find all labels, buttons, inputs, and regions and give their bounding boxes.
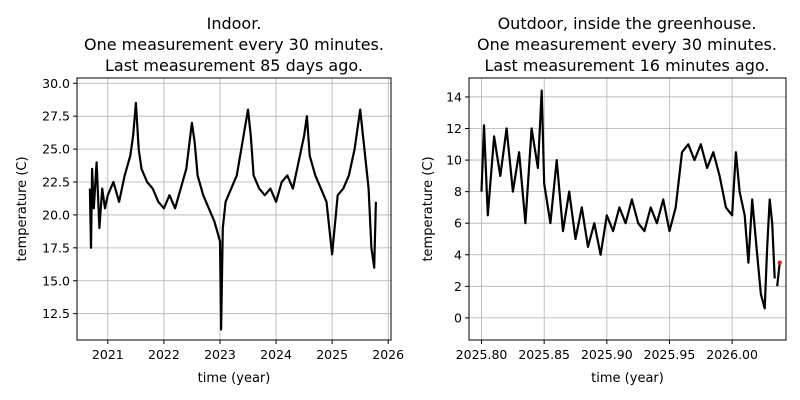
y-tick-label: 27.5 [42, 109, 70, 124]
y-tick-label: 14 [446, 89, 462, 104]
x-tick-label: 2026 [372, 347, 404, 362]
y-tick-label: 30.0 [42, 76, 70, 91]
x-axis-label: time (year) [591, 371, 664, 386]
x-tick-label: 2024 [260, 347, 292, 362]
y-tick-label: 15.0 [42, 273, 70, 288]
x-tick-label: 2025.90 [581, 347, 633, 362]
y-tick-label: 2 [454, 279, 462, 294]
x-tick-label: 2025.85 [518, 347, 570, 362]
y-tick-label: 25.0 [42, 142, 70, 157]
y-axis-label: temperature (C) [15, 156, 30, 261]
y-tick-label: 12.5 [42, 306, 70, 321]
chart-title-line: Last measurement 16 minutes ago. [485, 56, 770, 75]
x-tick-label: 2023 [204, 347, 236, 362]
x-axis-label: time (year) [198, 371, 271, 386]
series-line [88, 101, 377, 331]
x-tick-label: 2021 [92, 347, 124, 362]
y-tick-label: 4 [454, 247, 462, 262]
chart-title-line: Outdoor, inside the greenhouse. [498, 14, 757, 33]
chart-outdoor-greenhouse: Outdoor, inside the greenhouse. One measu… [421, 14, 787, 386]
chart-title-line: Indoor. [207, 14, 262, 33]
y-tick-label: 17.5 [42, 240, 70, 255]
chart-indoor: Indoor. One measurement every 30 minutes.… [15, 14, 404, 386]
last-measurement-point [777, 260, 782, 265]
series-line [776, 262, 781, 287]
y-tick-label: 8 [454, 184, 462, 199]
y-tick-label: 12 [446, 121, 462, 136]
y-tick-label: 0 [454, 310, 462, 325]
y-axis-label: temperature (C) [421, 156, 436, 261]
y-tick-label: 20.0 [42, 207, 70, 222]
x-tick-label: 2025 [316, 347, 348, 362]
chart-title-line: Last measurement 85 days ago. [105, 56, 363, 75]
x-tick-label: 2026.00 [706, 347, 758, 362]
x-tick-label: 2022 [148, 347, 180, 362]
x-tick-label: 2025.80 [456, 347, 508, 362]
plot-area [469, 78, 786, 340]
chart-title-line: One measurement every 30 minutes. [84, 35, 384, 54]
y-tick-label: 6 [454, 216, 462, 231]
series-line [480, 89, 776, 310]
plot-area [77, 78, 391, 340]
x-tick-label: 2025.95 [644, 347, 696, 362]
axes-frame [76, 77, 392, 341]
y-tick-label: 22.5 [42, 175, 70, 190]
axes-frame [468, 77, 787, 341]
chart-title-line: One measurement every 30 minutes. [477, 35, 777, 54]
y-tick-label: 10 [446, 153, 462, 168]
